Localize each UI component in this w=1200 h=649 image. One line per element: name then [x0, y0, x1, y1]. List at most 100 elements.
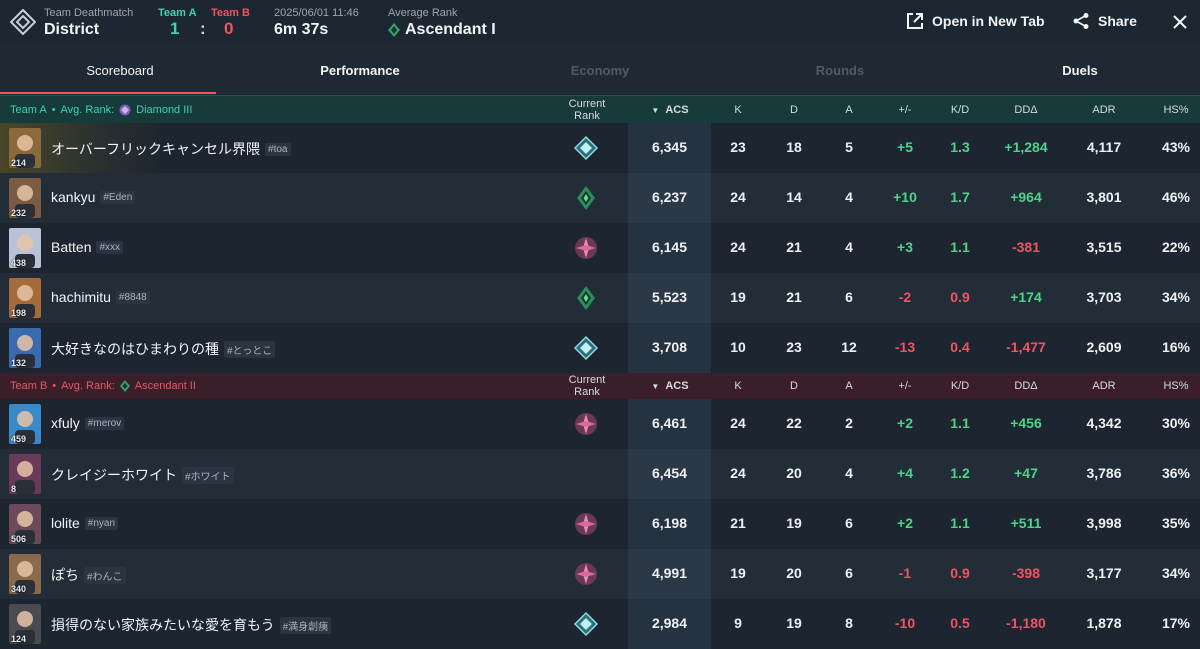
- col-a[interactable]: A: [845, 379, 853, 392]
- agent-avatar-icon[interactable]: [9, 404, 41, 444]
- agent-avatar-icon[interactable]: [9, 604, 41, 644]
- player-tag: #Eden: [100, 190, 136, 204]
- tab-rounds[interactable]: Rounds: [815, 62, 865, 78]
- player-row[interactable]: 459 xfuly #merov 6,461 24 22 2 +2 1.1 +456 4,342 30…: [0, 399, 1200, 449]
- ascendant-teal-icon: [573, 335, 599, 361]
- player-name-link[interactable]: クレイジーホワイト #ホワイト: [51, 465, 234, 485]
- agent-avatar-icon[interactable]: [9, 228, 41, 268]
- hs-value: 43%: [1161, 139, 1191, 155]
- team-b-header: Team B • Avg. Rank: Ascendant II Current…: [0, 371, 1200, 399]
- player-name-link[interactable]: 損得のない家族みたいな愛を育もう #満身創痍: [51, 615, 332, 635]
- col-d[interactable]: D: [790, 379, 798, 392]
- kd-value: 0.9: [950, 565, 970, 581]
- acs-value: 6,345: [651, 139, 688, 155]
- acs-value: 5,523: [651, 289, 688, 305]
- player-name-link[interactable]: xfuly #merov: [51, 415, 125, 431]
- player-tag: #わんこ: [84, 566, 126, 584]
- player-name-link[interactable]: kankyu #Eden: [51, 189, 136, 205]
- col-hs[interactable]: HS%: [1163, 379, 1189, 392]
- col-acs[interactable]: ▼ ACS: [650, 104, 690, 116]
- player-row[interactable]: 340 ぽち #わんこ 4,991 19 20 6 -1 0.9 -398 3,177 34%: [0, 549, 1200, 599]
- plus-minus-value: +3: [897, 239, 913, 255]
- agent-avatar-icon[interactable]: [9, 128, 41, 168]
- col-adr[interactable]: ADR: [1092, 103, 1116, 116]
- player-level: 214: [11, 158, 27, 168]
- hs-value: 46%: [1161, 189, 1191, 205]
- col-plus-minus[interactable]: +/-: [898, 103, 912, 116]
- acs-value: 4,991: [651, 565, 688, 581]
- col-a[interactable]: A: [845, 103, 853, 116]
- dd-delta-value: +964: [1010, 189, 1042, 205]
- player-row[interactable]: 438 Batten #xxx 6,145 24 21 4 +3 1.1 -381 3,515 22%: [0, 223, 1200, 273]
- player-row[interactable]: 124 損得のない家族みたいな愛を育もう #満身創痍 2,984 9 19 8 -10 0.5 -…: [0, 599, 1200, 649]
- assists-value: 4: [845, 239, 853, 255]
- col-dd-delta[interactable]: DDΔ: [1014, 103, 1038, 116]
- agent-avatar-icon[interactable]: [9, 328, 41, 368]
- assists-value: 4: [845, 189, 853, 205]
- player-row[interactable]: 214 オーバーフリックキャンセル界隈 #toa 6,345 23 18 5 +5 1.3 +1,…: [0, 123, 1200, 173]
- tab-scoreboard[interactable]: Scoreboard: [0, 46, 240, 94]
- deaths-value: 20: [786, 465, 802, 481]
- share-button[interactable]: Share: [1072, 12, 1137, 30]
- tab-duels[interactable]: Duels: [1062, 62, 1098, 78]
- diamond-pink-icon: [575, 563, 597, 585]
- player-name-link[interactable]: ぽち #わんこ: [51, 565, 126, 585]
- player-name: クレイジーホワイト: [51, 467, 177, 483]
- agent-avatar-icon[interactable]: [9, 278, 41, 318]
- agent-avatar-icon[interactable]: [9, 178, 41, 218]
- player-row[interactable]: 506 lolite #nyan 6,198 21 19 6 +2 1.1 +511 3,998 35…: [0, 499, 1200, 549]
- share-icon: [1073, 13, 1089, 29]
- player-name-link[interactable]: オーバーフリックキャンセル界隈 #toa: [51, 139, 291, 159]
- adr-value: 4,342: [1086, 415, 1122, 431]
- col-adr[interactable]: ADR: [1092, 379, 1116, 392]
- acs-value: 6,461: [651, 415, 688, 431]
- close-icon[interactable]: [1170, 12, 1190, 32]
- player-name: ぽち: [51, 567, 79, 583]
- plus-minus-value: +5: [897, 139, 913, 155]
- col-k[interactable]: K: [734, 103, 742, 116]
- team-b-name: Team B: [10, 379, 48, 392]
- col-current-rank[interactable]: Current Rank: [568, 97, 606, 122]
- match-time: 2025/06/01 11:46 6m 37s: [274, 7, 359, 39]
- assists-value: 6: [845, 565, 853, 581]
- player-name-link[interactable]: 大好きなのはひまわりの種 #とっとこ: [51, 339, 276, 359]
- player-level: 340: [11, 584, 27, 594]
- player-name-link[interactable]: hachimitu #8848: [51, 289, 150, 305]
- player-name-link[interactable]: lolite #nyan: [51, 515, 119, 531]
- tab-economy[interactable]: Economy: [570, 62, 630, 78]
- plus-minus-value: +10: [893, 189, 917, 205]
- open-new-tab-button[interactable]: Open in New Tab: [906, 12, 1045, 30]
- col-d[interactable]: D: [790, 103, 798, 116]
- col-k[interactable]: K: [734, 379, 742, 392]
- col-kd[interactable]: K/D: [950, 379, 970, 392]
- col-plus-minus[interactable]: +/-: [898, 379, 912, 392]
- adr-value: 3,998: [1086, 515, 1122, 531]
- agent-avatar-icon[interactable]: [9, 504, 41, 544]
- adr-value: 2,609: [1086, 339, 1122, 355]
- player-row[interactable]: 132 大好きなのはひまわりの種 #とっとこ 3,708 10 23 12 -13 0.4 -1,…: [0, 323, 1200, 373]
- agent-avatar-icon[interactable]: [9, 554, 41, 594]
- col-kd[interactable]: K/D: [950, 103, 970, 116]
- col-current-rank[interactable]: Current Rank: [568, 373, 606, 398]
- player-row[interactable]: 8 クレイジーホワイト #ホワイト 6,454 24 20 4 +4 1.2 +47 3,786 36…: [0, 449, 1200, 499]
- kills-value: 24: [730, 465, 746, 481]
- col-hs[interactable]: HS%: [1163, 103, 1189, 116]
- player-name-link[interactable]: Batten #xxx: [51, 239, 124, 255]
- plus-minus-value: -1: [898, 565, 912, 581]
- player-level: 124: [11, 634, 27, 644]
- ascendant-teal-icon: [573, 135, 599, 161]
- adr-value: 4,117: [1086, 139, 1122, 155]
- col-acs[interactable]: ▼ ACS: [650, 380, 690, 392]
- agent-avatar-icon[interactable]: [9, 454, 41, 494]
- player-tag: #8848: [115, 290, 150, 304]
- kd-value: 0.9: [950, 289, 970, 305]
- deaths-value: 23: [786, 339, 802, 355]
- tab-performance[interactable]: Performance: [320, 62, 400, 78]
- player-level: 132: [11, 358, 27, 368]
- player-tag: #とっとこ: [224, 340, 276, 358]
- player-row[interactable]: 232 kankyu #Eden 6,237 24 14 4 +10 1.7 +964 3,801 4…: [0, 173, 1200, 223]
- player-tag: #toa: [265, 142, 291, 156]
- col-dd-delta[interactable]: DDΔ: [1014, 379, 1038, 392]
- player-row[interactable]: 198 hachimitu #8848 5,523 19 21 6 -2 0.9 +174 3,70…: [0, 273, 1200, 323]
- tab-bar: Scoreboard Performance Economy Rounds Du…: [0, 46, 1200, 94]
